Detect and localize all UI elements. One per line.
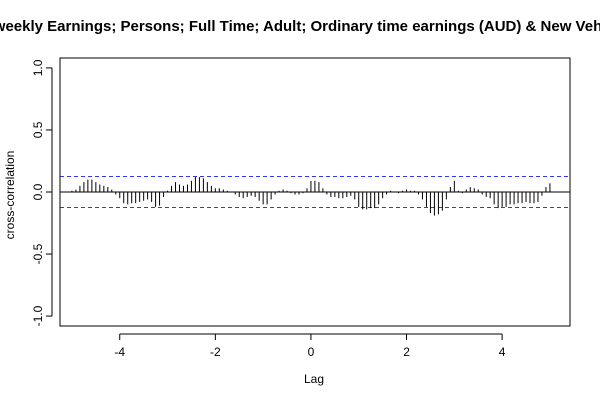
y-axis-label: cross-correlation xyxy=(3,151,17,240)
x-axis-label: Lag xyxy=(304,372,324,386)
plot-area xyxy=(59,57,571,327)
plot-frame xyxy=(59,57,571,327)
x-tick-label: 4 xyxy=(499,345,506,359)
y-axis: -1.0 -0.5 0.0 0.5 1.0 xyxy=(31,59,53,326)
y-tick-label: 1.0 xyxy=(31,59,45,76)
chart-title: al weekly Earnings; Persons; Full Time; … xyxy=(0,18,600,35)
y-tick-label: 0.5 xyxy=(31,121,45,138)
y-tick-label: 0.0 xyxy=(31,183,45,200)
ccf-bars xyxy=(71,177,551,216)
x-tick-label: 2 xyxy=(403,345,410,359)
x-axis: -4 -2 0 2 4 xyxy=(114,333,506,359)
y-tick-label: -0.5 xyxy=(31,243,45,264)
x-tick-label: -4 xyxy=(114,345,125,359)
x-tick-label: 0 xyxy=(308,345,315,359)
x-tick-label: -2 xyxy=(210,345,221,359)
y-tick-label: -1.0 xyxy=(31,305,45,326)
